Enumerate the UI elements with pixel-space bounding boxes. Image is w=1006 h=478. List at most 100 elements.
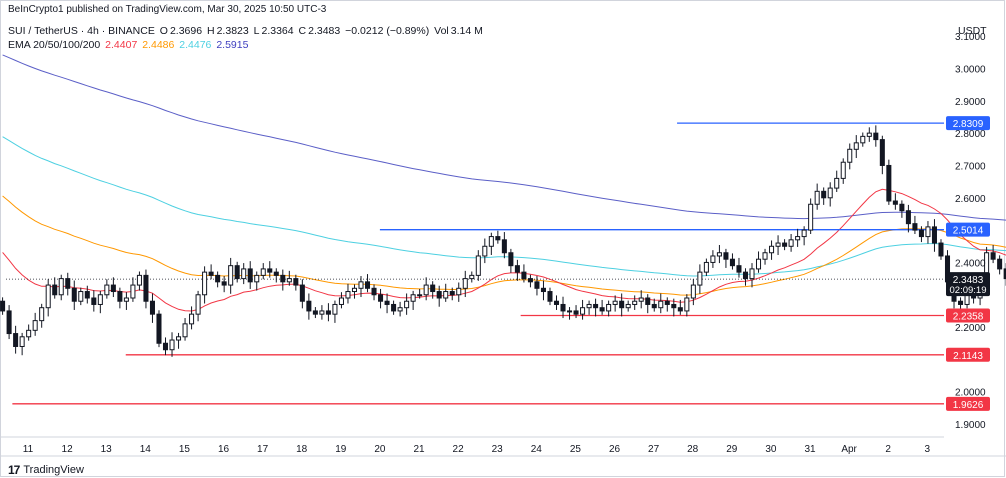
candle-up bbox=[866, 132, 872, 137]
candle-up bbox=[397, 307, 403, 312]
candle-down bbox=[1003, 268, 1006, 280]
x-tick-label: 19 bbox=[335, 444, 347, 455]
x-tick-label: 17 bbox=[257, 444, 269, 455]
candle-up bbox=[795, 236, 801, 241]
candle-up bbox=[189, 313, 195, 325]
candle-down bbox=[521, 271, 527, 280]
y-tick-label: 2.2000 bbox=[955, 323, 986, 334]
symbol-label[interactable]: SUI / TetherUS · 4h · BINANCE bbox=[8, 25, 155, 37]
candle-up bbox=[684, 297, 690, 312]
candle-down bbox=[52, 284, 58, 296]
candle-up bbox=[78, 291, 84, 302]
ema200-value: 2.5915 bbox=[216, 39, 249, 51]
y-tick-label: 1.9000 bbox=[955, 420, 986, 431]
candle-down bbox=[84, 291, 90, 299]
candle-down bbox=[540, 287, 546, 293]
candle-down bbox=[430, 284, 436, 293]
candle-down bbox=[208, 271, 214, 276]
candle-down bbox=[938, 242, 944, 257]
x-tick-label: 13 bbox=[101, 444, 113, 455]
level-tag-label: 2.1143 bbox=[953, 351, 983, 362]
y-tick-label: 3.0000 bbox=[955, 64, 986, 75]
ema20-value: 2.4407 bbox=[105, 39, 138, 51]
candle-up bbox=[775, 242, 781, 247]
volume-label: Vol bbox=[434, 25, 449, 37]
candle-up bbox=[580, 307, 586, 315]
candle-down bbox=[997, 258, 1003, 270]
candle-down bbox=[65, 278, 71, 289]
currency-label: USDT bbox=[958, 25, 987, 37]
candle-down bbox=[527, 278, 533, 283]
candle-up bbox=[690, 284, 696, 299]
x-tick-label: 24 bbox=[531, 444, 543, 455]
candle-down bbox=[247, 268, 253, 283]
candle-down bbox=[267, 268, 273, 273]
candle-down bbox=[508, 252, 514, 267]
candles-layer bbox=[0, 125, 1006, 357]
ema-legend: EMA 20/50/100/200 2.4407 2.4486 2.4476 2… bbox=[8, 39, 250, 51]
x-tick-label: 21 bbox=[413, 444, 425, 455]
level-tag-2.5014 bbox=[946, 222, 990, 237]
candle-down bbox=[599, 307, 605, 312]
candle-up bbox=[482, 245, 488, 257]
candle-down bbox=[234, 265, 240, 280]
candle-down bbox=[156, 313, 162, 344]
candle-down bbox=[325, 310, 331, 315]
candle-down bbox=[990, 252, 996, 260]
x-tick-label: 29 bbox=[726, 444, 738, 455]
candle-up bbox=[202, 271, 208, 296]
candle-up bbox=[58, 278, 64, 296]
x-tick-label: 20 bbox=[374, 444, 386, 455]
candle-up bbox=[860, 135, 866, 144]
countdown-label: 02:09:19 bbox=[950, 285, 987, 296]
high-value: 2.3823 bbox=[216, 25, 249, 37]
candle-down bbox=[71, 287, 77, 302]
candle-down bbox=[514, 265, 520, 273]
candle-up bbox=[847, 148, 853, 163]
candle-up bbox=[26, 329, 32, 338]
candle-down bbox=[958, 300, 964, 305]
candle-up bbox=[697, 271, 703, 286]
candle-up bbox=[104, 284, 110, 296]
candle-down bbox=[736, 265, 742, 273]
candle-up bbox=[469, 274, 475, 280]
candle-down bbox=[918, 229, 924, 238]
ema-layer bbox=[2, 54, 1006, 312]
candle-up bbox=[638, 297, 644, 302]
candle-up bbox=[45, 284, 51, 309]
x-tick-label: 28 bbox=[687, 444, 699, 455]
candle-up bbox=[228, 265, 234, 286]
candle-down bbox=[573, 310, 579, 315]
x-tick-label: 11 bbox=[23, 444, 34, 455]
candle-down bbox=[143, 274, 149, 302]
candle-down bbox=[905, 210, 911, 225]
candle-down bbox=[729, 258, 735, 267]
y-tick-label: 3.1000 bbox=[955, 32, 986, 43]
tradingview-logo-icon: 17 bbox=[8, 463, 20, 477]
x-tick-label: 23 bbox=[492, 444, 504, 455]
candle-up bbox=[136, 274, 142, 286]
level-tag-label: 2.8309 bbox=[953, 119, 984, 130]
candle-down bbox=[371, 287, 377, 296]
candle-down bbox=[560, 303, 566, 312]
candle-up bbox=[755, 258, 762, 270]
candle-up bbox=[808, 203, 814, 231]
candle-down bbox=[593, 303, 599, 309]
candle-down bbox=[651, 303, 657, 309]
x-tick-label: 25 bbox=[570, 444, 582, 455]
ema-label[interactable]: EMA 20/50/100/200 bbox=[8, 39, 101, 51]
x-tick-label: 14 bbox=[140, 444, 152, 455]
candle-up bbox=[801, 229, 807, 238]
candle-down bbox=[273, 271, 279, 276]
candle-up bbox=[32, 320, 38, 331]
volume-value: 3.14 M bbox=[450, 25, 483, 37]
candle-up bbox=[788, 239, 794, 247]
close-label: C bbox=[298, 25, 307, 37]
ema50-line bbox=[2, 195, 1006, 296]
candle-down bbox=[91, 297, 97, 305]
level-tag-label: 2.5014 bbox=[953, 226, 984, 237]
candle-down bbox=[149, 300, 155, 315]
tradingview-footer[interactable]: 17 TradingView bbox=[8, 463, 84, 477]
candle-down bbox=[280, 274, 286, 283]
